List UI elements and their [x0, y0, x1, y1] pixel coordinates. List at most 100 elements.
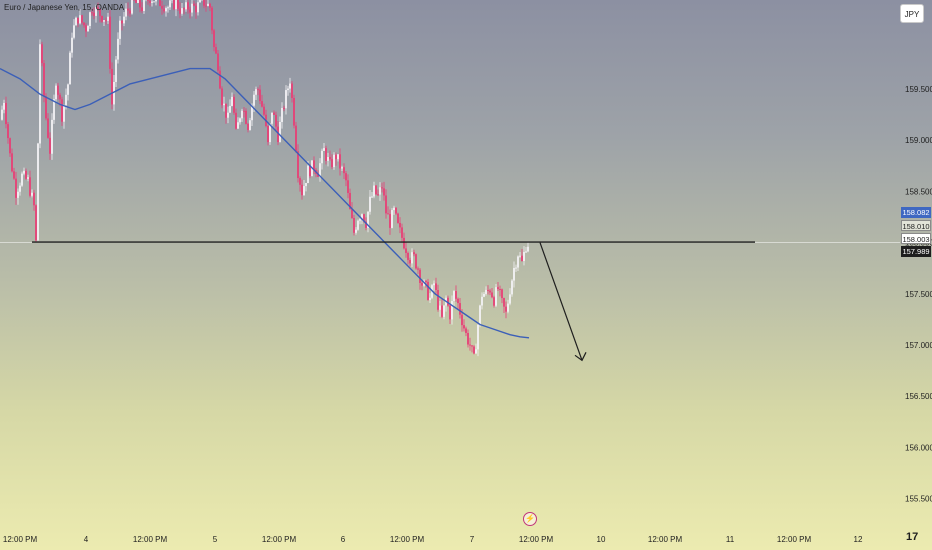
candle-body [101, 16, 103, 22]
candle-body [183, 8, 185, 10]
candle-body [257, 89, 259, 91]
x-tick-label: 11 [726, 535, 735, 544]
arrow-head [574, 352, 587, 362]
candle-body [337, 154, 339, 160]
candle-body [309, 165, 311, 177]
candle-body [103, 20, 105, 22]
candle-body [89, 12, 91, 27]
candle-body [221, 88, 223, 106]
candle-body [155, 0, 157, 2]
candle-body [229, 105, 231, 113]
candle-body [377, 194, 379, 196]
candle-body [527, 246, 529, 252]
tradingview-logo-icon[interactable]: 17 [906, 531, 919, 543]
candle-body [475, 349, 477, 354]
candle-body [191, 3, 193, 13]
candle-body [227, 112, 229, 118]
candle-body [405, 248, 407, 253]
candle-body [317, 173, 319, 177]
candle-body [347, 180, 349, 193]
candle-body [29, 177, 31, 196]
candle-body [467, 332, 469, 345]
candle-body [115, 59, 117, 82]
candle-body [455, 291, 457, 299]
candle-body [267, 125, 269, 143]
candle-body [279, 122, 281, 143]
candle-body [363, 214, 365, 222]
candle-body [71, 37, 73, 53]
candle-body [57, 85, 59, 95]
candle-body [433, 283, 435, 286]
candle-body [329, 157, 331, 160]
candle-body [35, 205, 37, 241]
candle-body [395, 207, 397, 214]
candle-body [383, 188, 385, 196]
candle-body [489, 290, 491, 293]
candle-body [123, 16, 125, 24]
candle-body [5, 102, 7, 125]
candle-body [389, 214, 391, 228]
candle-body [459, 303, 461, 315]
candle-body [511, 280, 513, 295]
candle-body [307, 165, 309, 184]
horizontal-line-price-tag: 158.010 [901, 220, 931, 231]
lightning-icon[interactable]: ⚡ [523, 512, 537, 526]
candle-body [509, 294, 511, 304]
candle-body [461, 314, 463, 326]
candle-body [451, 301, 453, 320]
candle-body [207, 3, 209, 6]
candle-body [483, 293, 485, 297]
candle-body [75, 17, 77, 26]
candle-body [397, 213, 399, 223]
candle-body [107, 16, 109, 21]
candle-body [465, 328, 467, 333]
candle-body [73, 25, 75, 38]
candle-body [243, 110, 245, 112]
candle-body [403, 237, 405, 249]
candle-body [203, 0, 205, 6]
candle-body [379, 187, 381, 195]
candle-body [369, 196, 371, 212]
candle-body [421, 282, 423, 286]
candle-body [463, 325, 465, 329]
candle-body [85, 25, 87, 32]
candle-body [443, 305, 445, 317]
candle-body [77, 17, 79, 24]
candle-body [235, 112, 237, 129]
candle-body [353, 218, 355, 233]
candle-body [59, 94, 61, 100]
arrow-line [539, 242, 583, 361]
candle-body [323, 148, 325, 151]
candle-body [167, 7, 169, 9]
candle-body [485, 289, 487, 294]
candle-body [147, 0, 149, 1]
candle-body [169, 0, 171, 8]
candle-body [435, 283, 437, 291]
currency-badge[interactable]: JPY [900, 4, 924, 23]
candle-body [303, 186, 305, 196]
candle-body [507, 303, 509, 312]
candle-body [175, 0, 177, 10]
candle-body [241, 110, 243, 119]
candle-body [415, 254, 417, 269]
candle-body [411, 252, 413, 264]
y-tick-label: 159.000 [905, 136, 932, 145]
candle-body [469, 344, 471, 346]
candle-body [219, 70, 221, 89]
candle-body [177, 0, 179, 9]
candle-body [289, 83, 291, 89]
candle-body [283, 107, 285, 109]
candle-body [477, 324, 479, 350]
candle-body [225, 103, 227, 118]
candle-body [521, 255, 523, 262]
candle-body [223, 103, 225, 106]
candle-body [499, 289, 501, 291]
candle-body [335, 154, 337, 160]
candle-body [205, 5, 207, 7]
candle-body [185, 2, 187, 10]
candle-body [53, 99, 55, 120]
candle-body [67, 84, 69, 95]
candle-body [269, 123, 271, 143]
candle-body [367, 211, 369, 228]
